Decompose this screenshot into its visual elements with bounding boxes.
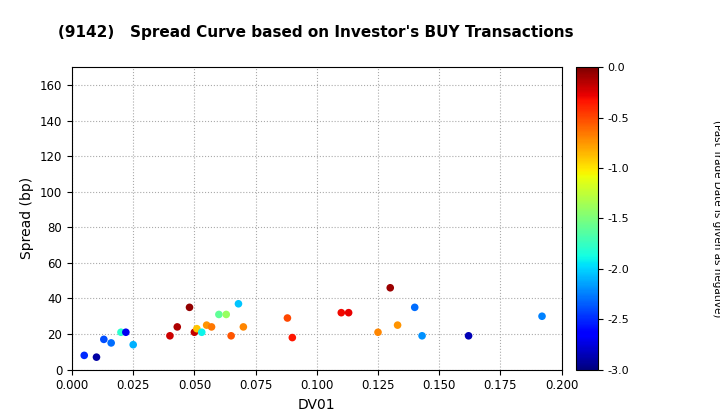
Point (416, 333, 428, 339)
Point (120, 329, 132, 336)
Point (336, 309, 347, 316)
Point (191, 326, 202, 332)
Point (384, 284, 396, 291)
Point (282, 315, 293, 321)
Point (115, 329, 127, 336)
Point (392, 322, 403, 328)
X-axis label: DV01: DV01 (298, 398, 336, 412)
Point (463, 333, 474, 339)
Point (127, 341, 139, 348)
Point (105, 339, 117, 346)
Point (238, 323, 249, 330)
Point (220, 311, 232, 318)
Point (225, 333, 237, 339)
Point (233, 300, 244, 307)
Point (372, 329, 384, 336)
Point (213, 311, 225, 318)
Point (98, 336, 109, 343)
Point (196, 329, 207, 336)
Point (287, 334, 298, 341)
Point (343, 309, 354, 316)
Point (91, 354, 102, 360)
Point (171, 323, 183, 330)
Point (201, 322, 212, 328)
Y-axis label: Spread (bp): Spread (bp) (20, 177, 35, 260)
Point (78, 352, 90, 359)
Text: (9142)   Spread Curve based on Investor's BUY Transactions: (9142) Spread Curve based on Investor's … (58, 25, 573, 40)
Point (206, 323, 217, 330)
Point (184, 304, 195, 311)
Y-axis label: Time in years between 5/9/2025 and Trade Date
(Past Trade Date is given as negat: Time in years between 5/9/2025 and Trade… (712, 93, 720, 344)
Point (189, 329, 200, 336)
Point (536, 313, 548, 320)
Point (409, 304, 420, 311)
Point (164, 333, 176, 339)
